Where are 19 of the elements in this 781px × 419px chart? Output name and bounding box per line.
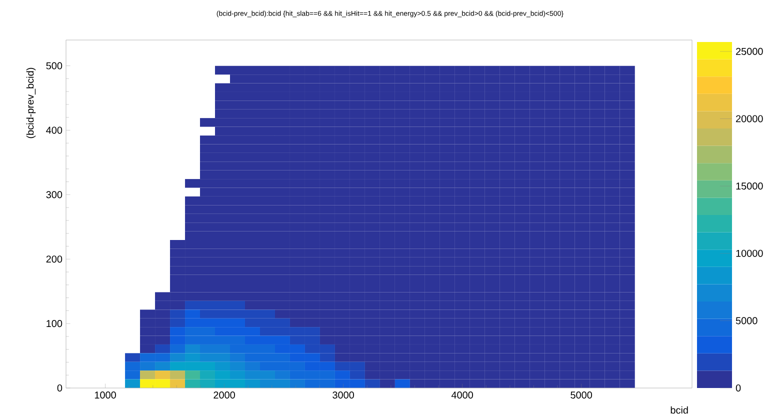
y-tick-label: 100 [46,320,62,328]
color-bar-label: 20000 [736,115,763,122]
x-tick-label: 4000 [451,392,474,399]
color-bar-label: 5000 [736,317,758,324]
x-tick-label: 3000 [332,392,354,399]
color-bar-label: 10000 [736,250,763,257]
y-tick-label: 300 [46,191,62,198]
x-tick-label: 2000 [214,392,235,399]
y-tick-label: 500 [46,62,62,70]
y-tick-label: 0 [57,384,62,392]
y-axis-title: (bcid-prev_bcid) [26,68,36,138]
x-tick-label: 5000 [570,392,592,399]
x-tick-label: 1000 [94,392,116,399]
color-bar-label: 15000 [736,182,763,190]
color-bar-label: 0 [736,384,741,392]
color-bar-label: 25000 [736,48,763,55]
y-tick-label: 400 [46,126,62,134]
y-tick-label: 200 [46,256,62,263]
x-axis-title: bcid [670,406,688,414]
